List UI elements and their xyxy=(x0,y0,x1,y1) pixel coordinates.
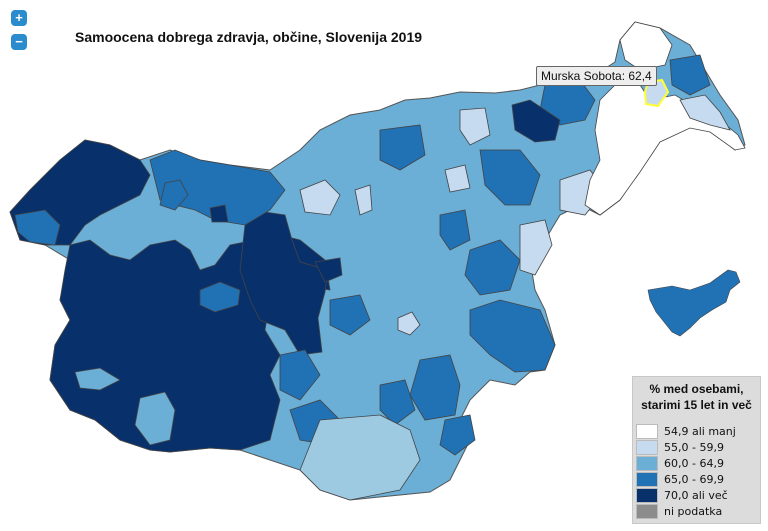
legend-label: ni podatka xyxy=(664,504,723,518)
legend-label: 54,9 ali manj xyxy=(664,424,736,438)
region-sevnica[interactable] xyxy=(464,239,521,296)
region-koper[interactable] xyxy=(74,367,121,391)
region-domzale[interactable] xyxy=(314,257,343,283)
legend-swatch xyxy=(636,439,658,455)
municipality-tooltip: Murska Sobota: 62,4 xyxy=(536,66,657,86)
region-slovenska-bistrica[interactable] xyxy=(479,149,541,206)
region-metlika[interactable] xyxy=(439,414,476,456)
region-dravograd-light[interactable] xyxy=(459,107,491,146)
region-kocevje-south[interactable] xyxy=(299,414,421,501)
zoom-in-button[interactable]: + xyxy=(11,10,27,26)
region-celje[interactable] xyxy=(379,124,426,171)
inset-slovenia-map xyxy=(647,269,741,337)
legend-item[interactable]: 54,9 ali manj xyxy=(636,423,760,439)
region-zalec[interactable] xyxy=(439,209,471,251)
legend-item[interactable]: 70,0 ali več xyxy=(636,487,760,503)
region-bovec[interactable] xyxy=(14,209,61,246)
region-kranj[interactable] xyxy=(209,204,229,223)
region-velenje-light[interactable] xyxy=(444,164,471,193)
zoom-out-button[interactable]: − xyxy=(11,34,27,50)
region-skofja-loka[interactable] xyxy=(199,281,241,313)
legend-label: 55,0 - 59,9 xyxy=(664,440,724,454)
legend-label: 70,0 ali več xyxy=(664,488,728,502)
legend-title: % med osebami, starimi 15 let in več xyxy=(633,381,760,413)
region-lendava[interactable] xyxy=(669,54,711,96)
region-ljubljana-light[interactable] xyxy=(397,311,421,336)
legend-item[interactable]: 55,0 - 59,9 xyxy=(636,439,760,455)
region-krsko[interactable] xyxy=(469,299,556,373)
legend-item[interactable]: 65,0 - 69,9 xyxy=(636,471,760,487)
region-brezice-light[interactable] xyxy=(519,219,553,276)
legend-label: 65,0 - 69,9 xyxy=(664,472,724,486)
legend-item[interactable]: ni podatka xyxy=(636,503,760,519)
legend-items: 54,9 ali manj 55,0 - 59,9 60,0 - 64,9 65… xyxy=(636,423,760,519)
region-grosuplje[interactable] xyxy=(279,349,321,401)
legend-title-line2: starimi 15 let in več xyxy=(641,398,752,412)
legend-item[interactable]: 60,0 - 64,9 xyxy=(636,455,760,471)
region-tolmin-light[interactable] xyxy=(354,184,373,216)
region-gornja-radgona[interactable] xyxy=(619,21,673,71)
legend-title-line1: % med osebami, xyxy=(649,382,744,396)
legend-swatch xyxy=(636,471,658,487)
region-northeast-light[interactable] xyxy=(679,94,731,131)
region-vipava[interactable] xyxy=(134,391,176,446)
region-maribor[interactable] xyxy=(511,99,561,143)
legend-label: 60,0 - 64,9 xyxy=(664,456,724,470)
region-radovljica[interactable] xyxy=(159,179,189,211)
region-jesenice-light[interactable] xyxy=(299,179,341,216)
region-kocevje[interactable] xyxy=(379,379,416,426)
municipality-murska-sobota[interactable] xyxy=(643,78,670,108)
legend-swatch xyxy=(636,487,658,503)
map-legend: % med osebami, starimi 15 let in več 54,… xyxy=(632,376,761,524)
region-litija[interactable] xyxy=(329,294,371,336)
legend-swatch xyxy=(636,423,658,439)
legend-swatch xyxy=(636,503,658,519)
region-kamnik-dark[interactable] xyxy=(239,211,329,356)
legend-swatch xyxy=(636,455,658,471)
map-title: Samoocena dobrega zdravja, občine, Slove… xyxy=(75,29,423,45)
